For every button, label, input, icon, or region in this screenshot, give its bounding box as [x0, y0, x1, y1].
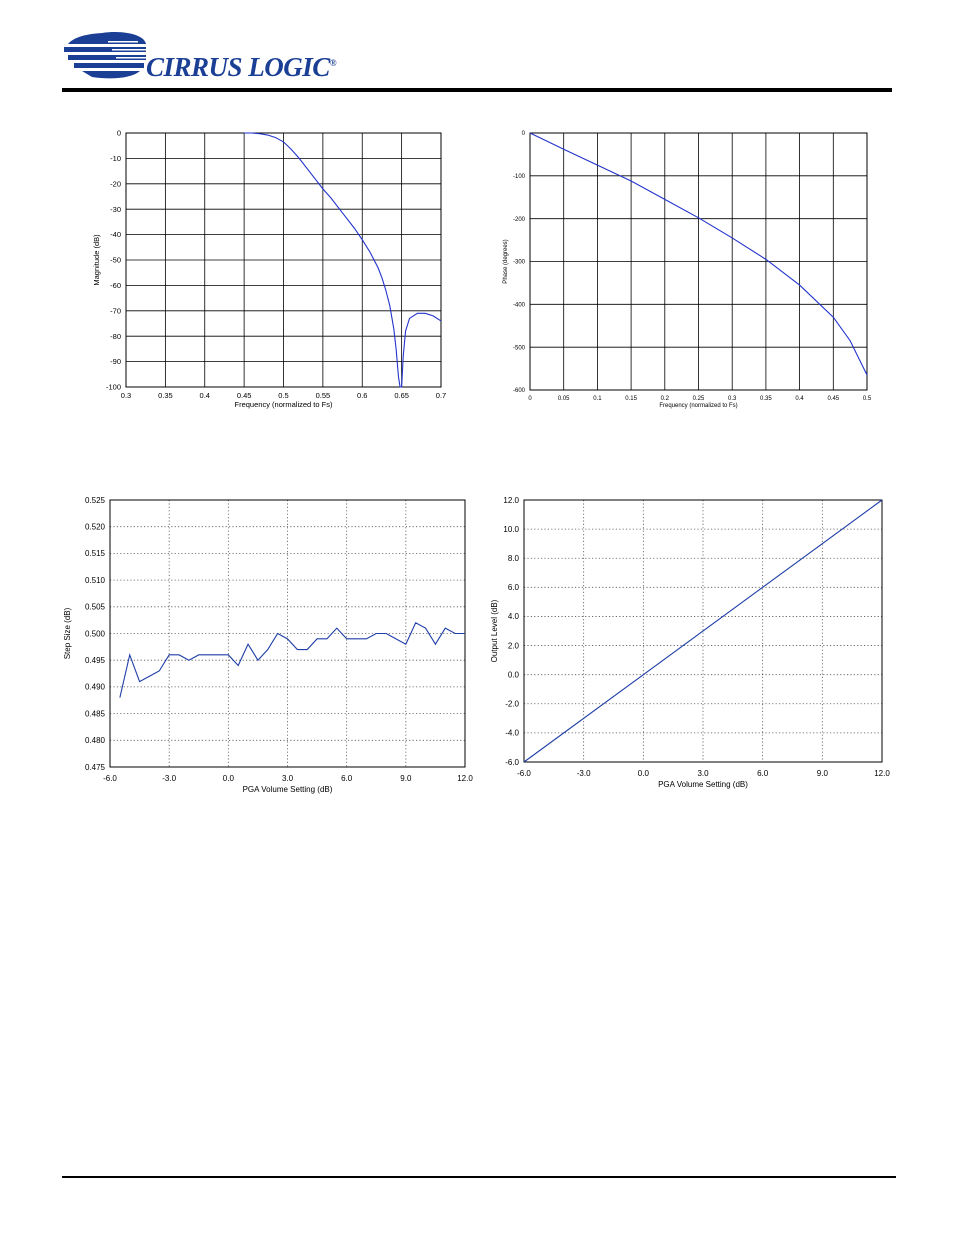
x-tick-label: 12.0	[874, 769, 890, 778]
y-tick-label: 4.0	[508, 612, 520, 621]
y-axis-title: Output Level (dB)	[490, 599, 499, 662]
x-tick-label: 3.0	[282, 774, 294, 783]
y-tick-label: -30	[110, 205, 121, 214]
x-tick-label: 0.55	[316, 391, 331, 400]
x-tick-label: 0.5	[863, 396, 872, 402]
x-tick-label: 6.0	[341, 774, 353, 783]
y-tick-label: 0	[117, 129, 121, 138]
x-tick-label: 0	[528, 396, 532, 402]
y-tick-label: 0.525	[85, 496, 106, 505]
y-axis-title: Step Size (dB)	[63, 607, 72, 659]
y-tick-label: -100	[106, 383, 121, 392]
x-tick-label: 0.65	[394, 391, 409, 400]
y-tick-label: -60	[110, 281, 121, 290]
x-tick-label: 0.5	[278, 391, 288, 400]
x-tick-label: -3.0	[577, 769, 591, 778]
x-tick-label: 0.2	[661, 396, 670, 402]
x-axis-title: PGA Volume Setting (dB)	[658, 780, 748, 789]
x-tick-label: 0.35	[158, 391, 173, 400]
y-axis-title: Magnitude (dB)	[92, 234, 101, 286]
y-tick-label: -80	[110, 332, 121, 341]
y-tick-label: 0.495	[85, 656, 106, 665]
x-tick-label: 0.3	[728, 396, 737, 402]
x-tick-label: 0.0	[223, 774, 235, 783]
cirrus-logic-swoosh-logo	[64, 32, 146, 79]
y-tick-label: 0.475	[85, 763, 106, 772]
y-tick-label: 2.0	[508, 641, 520, 650]
x-tick-label: 12.0	[457, 774, 473, 783]
series-line	[119, 622, 465, 698]
x-tick-label: 0.45	[237, 391, 252, 400]
plot-frame	[523, 499, 883, 763]
x-tick-label: 3.0	[697, 769, 709, 778]
y-axis-title: Phase (degrees)	[503, 239, 509, 283]
y-tick-label: 0.485	[85, 709, 106, 718]
x-tick-label: -6.0	[103, 774, 117, 783]
y-tick-label: -90	[110, 357, 121, 366]
y-tick-label: 0.480	[85, 736, 106, 745]
x-tick-label: 0.15	[625, 396, 637, 402]
x-tick-label: -3.0	[162, 774, 176, 783]
y-tick-label: -2.0	[505, 700, 519, 709]
y-tick-label: 0	[522, 131, 526, 137]
y-tick-label: 0.515	[85, 549, 106, 558]
y-tick-label: -50	[110, 256, 121, 265]
plot-frame	[529, 132, 868, 391]
series-line	[523, 499, 883, 763]
x-tick-label: 9.0	[817, 769, 829, 778]
x-tick-label: 0.05	[558, 396, 570, 402]
y-tick-label: 8.0	[508, 554, 520, 563]
x-tick-label: 6.0	[757, 769, 769, 778]
y-tick-label: -500	[513, 345, 526, 351]
y-tick-label: -10	[110, 154, 121, 163]
x-tick-label: 0.1	[593, 396, 602, 402]
header-rule	[62, 88, 892, 92]
x-tick-label: 0.25	[693, 396, 705, 402]
y-tick-label: 0.490	[85, 683, 106, 692]
series-line	[529, 132, 868, 376]
y-tick-label: 10.0	[503, 525, 519, 534]
y-tick-label: 6.0	[508, 583, 520, 592]
x-tick-label: 0.6	[357, 391, 367, 400]
y-tick-label: -4.0	[505, 729, 519, 738]
footer-rule	[62, 1176, 896, 1178]
y-tick-label: 0.500	[85, 629, 106, 638]
x-tick-label: 0.3	[121, 391, 131, 400]
x-tick-label: -6.0	[517, 769, 531, 778]
y-tick-label: 12.0	[503, 496, 519, 505]
y-tick-label: -300	[513, 260, 526, 266]
y-tick-label: -100	[513, 174, 526, 180]
y-tick-label: -6.0	[505, 758, 519, 767]
series-line	[244, 132, 442, 388]
registered-mark: ®	[329, 58, 337, 68]
brand-text: CIRRUS LOGIC	[146, 52, 330, 82]
y-tick-label: -70	[110, 306, 121, 315]
x-axis-title: PGA Volume Setting (dB)	[243, 785, 333, 794]
y-tick-label: 0.520	[85, 523, 106, 532]
x-tick-label: 0.35	[760, 396, 772, 402]
y-tick-label: -40	[110, 230, 121, 239]
x-axis-title: Frequency (normalized to Fs)	[235, 400, 333, 409]
plot-frame	[125, 132, 442, 388]
y-tick-label: 0.0	[508, 670, 520, 679]
y-tick-label: 0.505	[85, 603, 106, 612]
y-tick-label: -600	[513, 388, 526, 394]
x-tick-label: 0.0	[638, 769, 650, 778]
x-tick-label: 0.45	[827, 396, 839, 402]
y-tick-label: -20	[110, 179, 121, 188]
brand-wordmark: CIRRUS LOGIC®	[146, 52, 337, 83]
y-tick-label: -400	[513, 302, 526, 308]
y-tick-label: 0.510	[85, 576, 106, 585]
y-tick-label: -200	[513, 217, 526, 223]
x-tick-label: 0.4	[795, 396, 804, 402]
x-tick-label: 0.4	[200, 391, 210, 400]
x-axis-title: Frequency (normalized to Fs)	[659, 403, 737, 409]
x-tick-label: 0.7	[436, 391, 446, 400]
x-tick-label: 9.0	[400, 774, 412, 783]
